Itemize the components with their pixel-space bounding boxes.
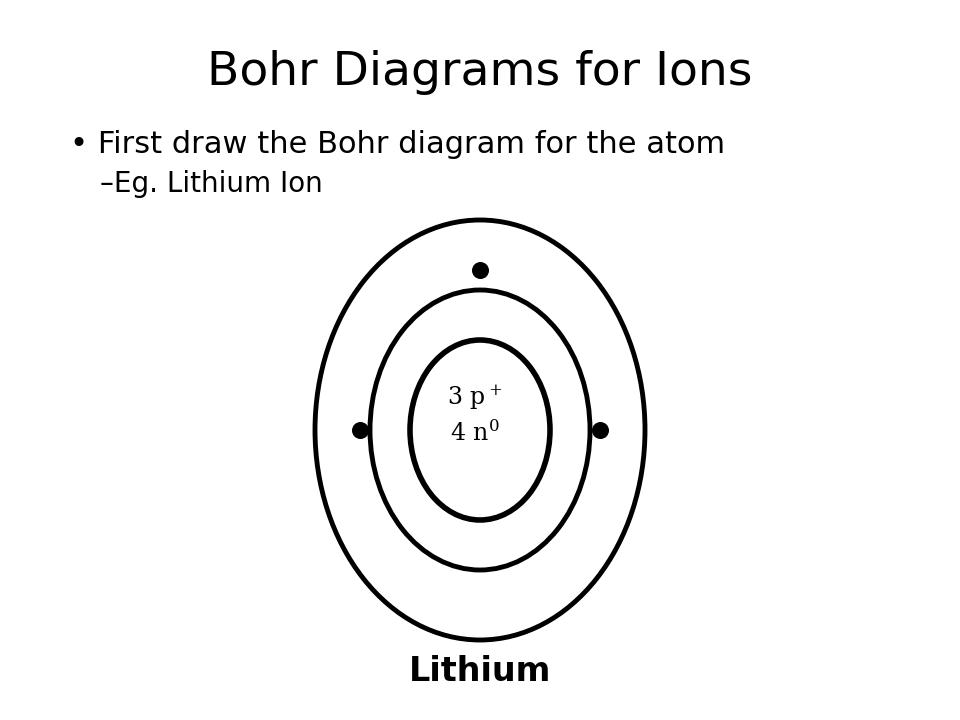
- Point: [352, 424, 368, 436]
- Point: [592, 424, 608, 436]
- Text: • First draw the Bohr diagram for the atom: • First draw the Bohr diagram for the at…: [70, 130, 725, 159]
- Text: –Eg. Lithium Ion: –Eg. Lithium Ion: [100, 170, 323, 198]
- Text: $\mathregular{4\ n^0}$: $\mathregular{4\ n^0}$: [450, 420, 500, 446]
- Point: [472, 264, 488, 276]
- Text: $\mathregular{3\ p^+}$: $\mathregular{3\ p^+}$: [447, 382, 503, 412]
- Text: Bohr Diagrams for Ions: Bohr Diagrams for Ions: [207, 50, 753, 95]
- Text: Lithium: Lithium: [409, 655, 551, 688]
